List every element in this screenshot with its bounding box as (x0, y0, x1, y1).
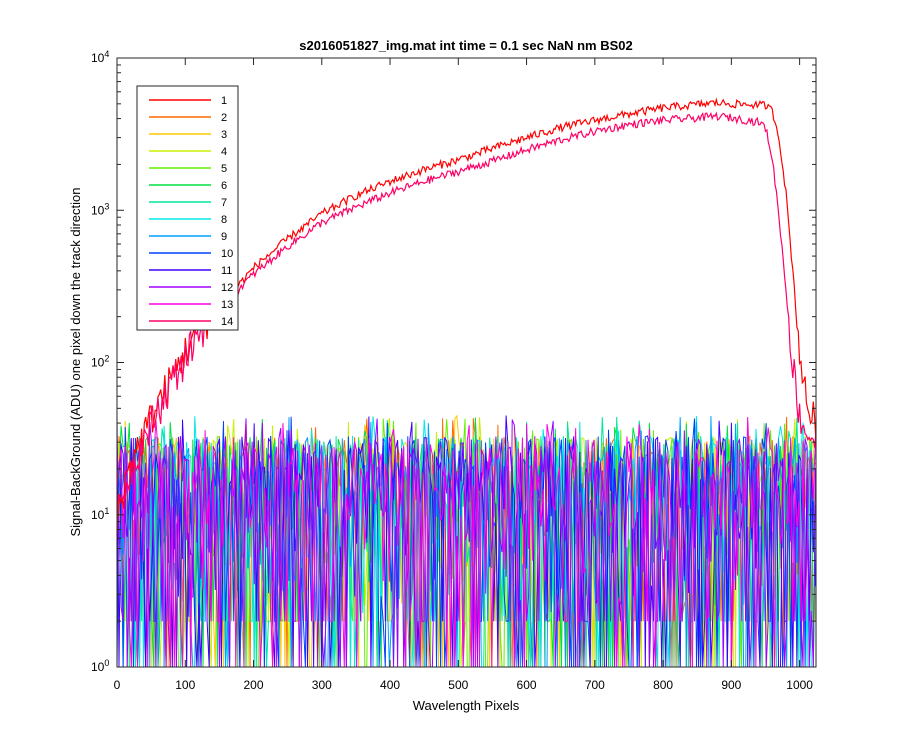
series-line-12 (116, 418, 816, 668)
legend-label-3: 3 (221, 129, 227, 141)
x-tick-label: 900 (721, 678, 741, 692)
y-tick-label: 101 (91, 506, 109, 522)
legend-label-11: 11 (221, 265, 232, 277)
legend-label-10: 10 (221, 248, 233, 260)
x-tick-label: 600 (517, 678, 537, 692)
x-ticks: 0 100 200 300 400 500 600 700 800 900 1000 (114, 58, 813, 692)
y-tick-label: 102 (91, 354, 109, 370)
x-tick-label: 400 (380, 678, 400, 692)
y-tick-label: 100 (91, 658, 109, 674)
legend-label-13: 13 (221, 299, 233, 311)
legend-box (136, 85, 239, 331)
legend-label-5: 5 (221, 163, 227, 175)
legend-label-9: 9 (221, 231, 227, 243)
chart-title: s2016051827_img.mat int time = 0.1 sec N… (299, 38, 633, 53)
y-tick-label: 103 (91, 201, 109, 217)
legend-label-14: 14 (221, 316, 233, 328)
series-line-9 (116, 415, 816, 668)
x-tick-label: 700 (585, 678, 605, 692)
legend-label-8: 8 (221, 214, 227, 226)
x-tick-label: 200 (244, 678, 264, 692)
legend-label-7: 7 (221, 197, 227, 209)
x-tick-label: 0 (114, 678, 121, 692)
series-line-13 (116, 416, 816, 668)
x-tick-label: 300 (312, 678, 332, 692)
series-layer (116, 97, 817, 668)
y-tick-label: 104 (91, 49, 109, 65)
legend-label-2: 2 (221, 112, 227, 124)
legend-label-12: 12 (221, 282, 233, 294)
x-tick-label: 100 (175, 678, 195, 692)
x-tick-label: 800 (653, 678, 673, 692)
legend-label-4: 4 (221, 146, 227, 158)
y-axis-label: Signal-BackGround (ADU) one pixel down t… (68, 187, 83, 536)
x-tick-label: 500 (448, 678, 468, 692)
legend-label-6: 6 (221, 180, 227, 192)
x-tick-label: 1000 (786, 678, 813, 692)
legend-label-1: 1 (221, 95, 227, 107)
x-axis-label: Wavelength Pixels (413, 698, 520, 713)
